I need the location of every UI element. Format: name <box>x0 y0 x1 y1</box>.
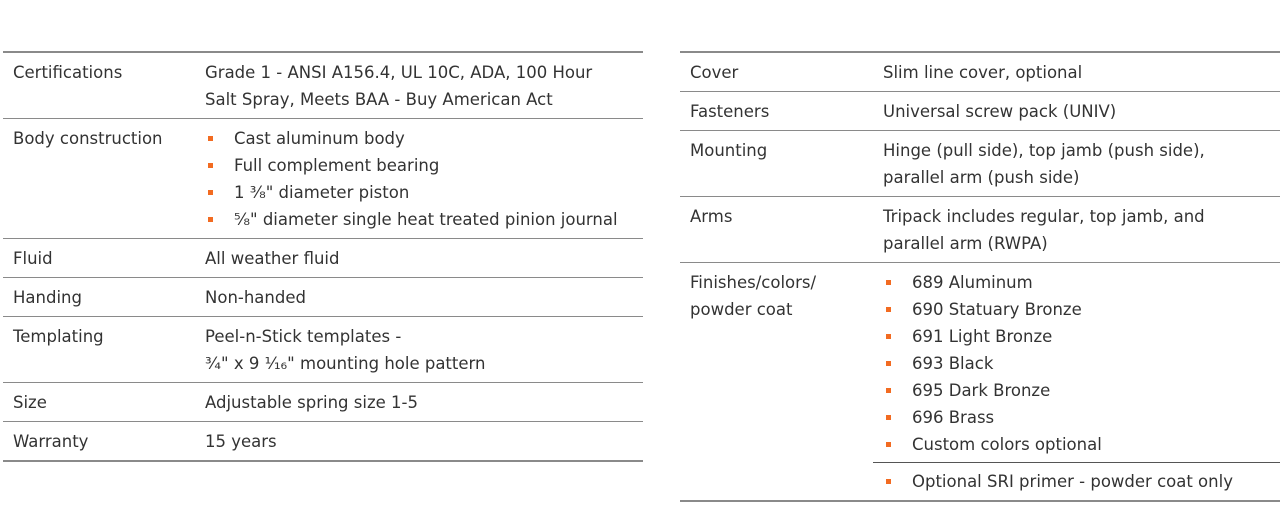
spec-row: Arms Tripack includes regular, top jamb, … <box>680 196 1280 262</box>
bullet-item: 691 Light Bronze <box>883 323 1280 350</box>
bullet-item: ⁵⁄₈" diameter single heat treated pinion… <box>205 206 643 233</box>
spec-label: Fasteners <box>690 102 770 121</box>
spec-label: Mounting <box>690 141 768 160</box>
spec-value: Adjustable spring size 1-5 <box>205 389 643 416</box>
spec-row: Body construction Cast aluminum body Full … <box>3 118 643 238</box>
spec-value-line: parallel arm (push side) <box>883 168 1080 187</box>
spec-value-line: Salt Spray, Meets BAA - Buy American Act <box>205 90 553 109</box>
spec-value-line: parallel arm (RWPA) <box>883 234 1048 253</box>
bullet-item: Optional SRI primer - powder coat only <box>883 468 1280 495</box>
spec-value-line: Universal screw pack (UNIV) <box>883 102 1117 121</box>
bullet-item: 689 Aluminum <box>883 269 1280 296</box>
spec-label: Finishes/colors/ powder coat <box>690 273 817 319</box>
spec-value-line: Grade 1 - ANSI A156.4, UL 10C, ADA, 100 … <box>205 63 593 82</box>
spec-label: Cover <box>690 63 739 82</box>
bullet-item: 1 ³⁄₈" diameter piston <box>205 179 643 206</box>
spec-value-line: ³⁄₄" x 9 ¹⁄₁₆" mounting hole pattern <box>205 354 486 373</box>
spec-value-line: Non-handed <box>205 288 306 307</box>
spec-label: Body construction <box>13 129 163 148</box>
spec-label: Arms <box>690 207 733 226</box>
spec-value: All weather fluid <box>205 245 643 272</box>
spec-row: Size Adjustable spring size 1-5 <box>3 382 643 421</box>
spec-value: Cast aluminum body Full complement bearin… <box>205 125 643 233</box>
spec-value: Peel-n-Stick templates - ³⁄₄" x 9 ¹⁄₁₆" m… <box>205 323 643 377</box>
spec-value-line: Adjustable spring size 1-5 <box>205 393 418 412</box>
spec-row: Cover Slim line cover, optional <box>680 53 1280 91</box>
spec-value: Non-handed <box>205 284 643 311</box>
spec-row: Finishes/colors/ powder coat 689 Aluminum… <box>680 262 1280 500</box>
bullet-item: Cast aluminum body <box>205 125 643 152</box>
spec-row: Fluid All weather fluid <box>3 238 643 277</box>
spec-value-line: Tripack includes regular, top jamb, and <box>883 207 1205 226</box>
spec-value-line: All weather fluid <box>205 249 340 268</box>
spec-label: Size <box>13 393 47 412</box>
spec-value: Universal screw pack (UNIV) <box>883 98 1280 125</box>
specs-table-left: Certifications Grade 1 - ANSI A156.4, UL … <box>3 51 643 462</box>
spec-label: Templating <box>13 327 104 346</box>
spec-value: Grade 1 - ANSI A156.4, UL 10C, ADA, 100 … <box>205 59 643 113</box>
spec-value-line: 15 years <box>205 432 277 451</box>
spec-row: Mounting Hinge (pull side), top jamb (pus… <box>680 130 1280 196</box>
spec-label: Certifications <box>13 63 123 82</box>
bullet-item: 693 Black <box>883 350 1280 377</box>
bullet-item: Custom colors optional <box>883 431 1280 458</box>
spec-value: 689 Aluminum 690 Statuary Bronze 691 Light… <box>873 269 1280 495</box>
spec-value-line: Slim line cover, optional <box>883 63 1083 82</box>
spec-value: Hinge (pull side), top jamb (push side),… <box>883 137 1280 191</box>
spec-value: Tripack includes regular, top jamb, and p… <box>883 203 1280 257</box>
spec-label: Fluid <box>13 249 53 268</box>
bullet-item: 695 Dark Bronze <box>883 377 1280 404</box>
spec-value: Slim line cover, optional <box>883 59 1280 86</box>
spec-label: Handing <box>13 288 82 307</box>
bullet-item: Full complement bearing <box>205 152 643 179</box>
spec-row: Certifications Grade 1 - ANSI A156.4, UL … <box>3 53 643 118</box>
specs-table-right: Cover Slim line cover, optional Fasteners U… <box>680 51 1280 502</box>
spec-row: Warranty 15 years <box>3 421 643 460</box>
spec-row: Handing Non-handed <box>3 277 643 316</box>
spec-value: 15 years <box>205 428 643 455</box>
spec-row: Templating Peel-n-Stick templates - ³⁄₄" x… <box>3 316 643 382</box>
spec-value-line: Peel-n-Stick templates - <box>205 327 402 346</box>
spec-row: Fasteners Universal screw pack (UNIV) <box>680 91 1280 130</box>
spec-label: Warranty <box>13 432 89 451</box>
bullet-item: 690 Statuary Bronze <box>883 296 1280 323</box>
bullet-item: 696 Brass <box>883 404 1280 431</box>
spec-value-line: Hinge (pull side), top jamb (push side), <box>883 141 1205 160</box>
